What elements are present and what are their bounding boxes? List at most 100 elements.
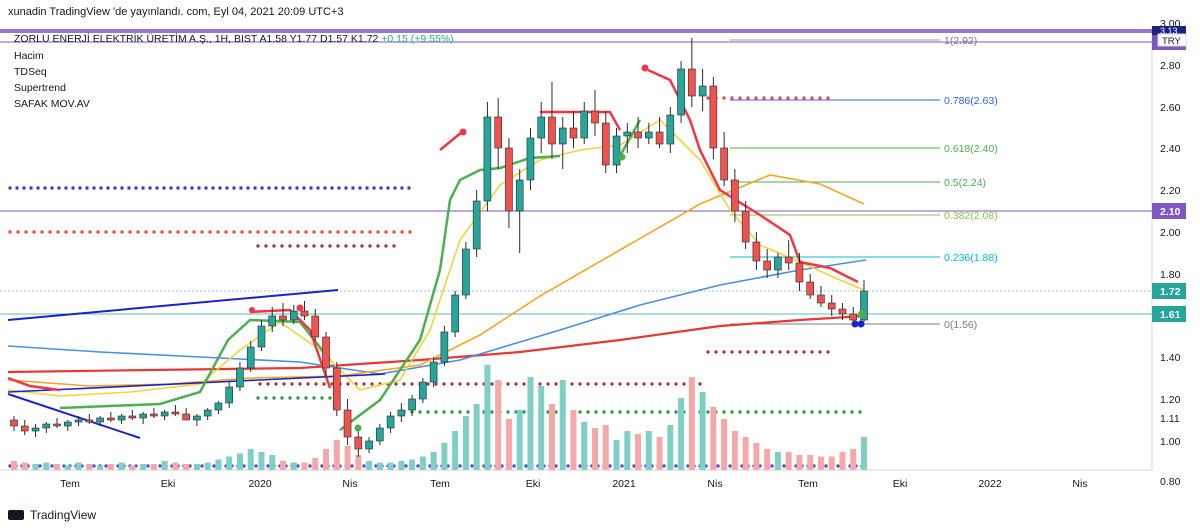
dotted-level-maroon-3-dot [306, 382, 310, 386]
candle-body [150, 413, 158, 417]
indicator-volume[interactable]: Hacim [14, 50, 44, 62]
volume-bar [301, 462, 308, 470]
volume-bar [118, 462, 125, 470]
candle-body [171, 411, 180, 415]
time-tick-label: Eki [161, 478, 176, 490]
dotted-level-blue-dot [260, 186, 264, 190]
volume-bar [581, 422, 588, 470]
dotted-level-maroon-3-dot [674, 382, 678, 386]
dotted-level-bottom-dot [266, 464, 270, 468]
candle [63, 420, 72, 431]
dotted-level-maroon-3-dot [538, 382, 542, 386]
dotted-level-blue-dot [211, 186, 215, 190]
supertrend-sell-marker-3 [296, 304, 304, 312]
time-tick-label: Tem [60, 478, 80, 490]
dotted-level-blue-dot [64, 186, 68, 190]
candle [526, 128, 535, 190]
dotted-level-blue-dot [134, 186, 138, 190]
dotted-level-red-dot [400, 230, 404, 234]
dotted-level-red-dot [40, 230, 44, 234]
dotted-level-blue-dot [155, 186, 159, 190]
candle [623, 123, 632, 153]
dotted-level-blue-dot [169, 186, 173, 190]
candle-body [774, 256, 782, 271]
dotted-level-green-2-dot [738, 410, 742, 414]
dotted-level-green [256, 396, 332, 400]
dotted-level-bottom-dot [92, 464, 96, 468]
time-tick-label: 2020 [248, 478, 272, 490]
dotted-level-blue-dot [43, 186, 47, 190]
dotted-level-green-2-dot [466, 410, 470, 414]
dotted-level-bottom-dot [620, 464, 624, 468]
dotted-level-blue-dot [218, 186, 222, 190]
volume-bar [828, 456, 835, 470]
dotted-level-maroon-3-dot [626, 382, 630, 386]
fib-label-3: 0.5(2.24) [944, 177, 986, 189]
candle [96, 416, 104, 426]
candle [795, 253, 804, 291]
dotted-level-maroon-2-dot [818, 350, 822, 354]
dotted-level-blue-dot [302, 186, 306, 190]
volume-bar [43, 462, 50, 470]
volume-bar [97, 465, 104, 470]
volume-bar [592, 428, 599, 470]
dotted-level-maroon-2-dot [778, 350, 782, 354]
dotted-level-bottom-dot [512, 464, 516, 468]
volume-bar [850, 449, 857, 470]
dotted-level-green-2-dot [602, 410, 606, 414]
dotted-level-maroon [256, 244, 396, 248]
dotted-level-green-2-dot [618, 410, 622, 414]
dotted-level-green-dot [288, 396, 292, 400]
dotted-level-maroon-3 [258, 382, 702, 386]
dotted-level-green-dot [256, 396, 260, 400]
dotted-level-red-2-dot [818, 96, 822, 100]
dotted-level-maroon-3-dot [578, 382, 582, 386]
volume-bar [333, 440, 340, 470]
dotted-level-blue-dot [127, 186, 131, 190]
volume-bar [247, 449, 254, 470]
trend-line-lower [7, 393, 141, 439]
indicator-supertrend[interactable]: Supertrend [14, 82, 66, 94]
dotted-level-blue-dot [204, 186, 208, 190]
supertrend-green-2 [339, 154, 561, 431]
volume-bar [656, 437, 663, 470]
candle [117, 414, 126, 424]
dotted-level-maroon-3-dot [362, 382, 366, 386]
time-tick-label: Tem [430, 478, 450, 490]
volume-bar [785, 452, 792, 470]
dotted-level-bottom-dot [770, 464, 774, 468]
dotted-level-bottom-dot [212, 464, 216, 468]
dotted-level-maroon-3-dot [466, 382, 470, 386]
candle [849, 307, 858, 322]
dotted-level-red-2-dot [730, 96, 734, 100]
publisher-line: xunadin TradingView 'de yayınlandı. com,… [8, 6, 344, 18]
dotted-level-blue-dot [190, 186, 194, 190]
tradingview-logo-icon [8, 510, 24, 520]
dotted-level-maroon-2-dot [722, 350, 726, 354]
dotted-level-red-dot [32, 230, 36, 234]
tradingview-logo[interactable]: TradingView [8, 508, 96, 522]
dotted-level-blue-dot [85, 186, 89, 190]
dotted-level-red-dot [296, 230, 300, 234]
indicator-tdseq[interactable]: TDSeq [14, 66, 47, 78]
dotted-level-blue [8, 186, 411, 190]
candle [806, 274, 815, 299]
ma-red-line [7, 314, 865, 374]
supertrend-sell-marker-4 [249, 307, 255, 313]
dotted-level-maroon-3-dot [266, 382, 270, 386]
dotted-level-bottom-dot [836, 464, 840, 468]
volume-bar [323, 449, 330, 470]
price-change: +0.15 (+9.55%) [381, 33, 454, 45]
price-axis: 0.80 1.00 1.11 1.20 1.40 1.61 1.72 1.80 2.00 2.10… [1152, 18, 1187, 488]
dotted-level-blue-dot [253, 186, 257, 190]
dotted-level-blue-dot [113, 186, 117, 190]
candle-body [688, 68, 696, 97]
dotted-level-green-2-dot [842, 410, 846, 414]
dotted-level-maroon-dot [264, 244, 268, 248]
time-tick-label: Nis [1072, 478, 1087, 490]
indicator-safak-mov-av[interactable]: SAFAK MOV.AV [14, 98, 90, 110]
ohlc-values: A1.58 Y1.77 D1.57 K1.72 [259, 33, 379, 45]
dotted-level-blue-dot [267, 186, 271, 190]
candle [268, 307, 277, 332]
